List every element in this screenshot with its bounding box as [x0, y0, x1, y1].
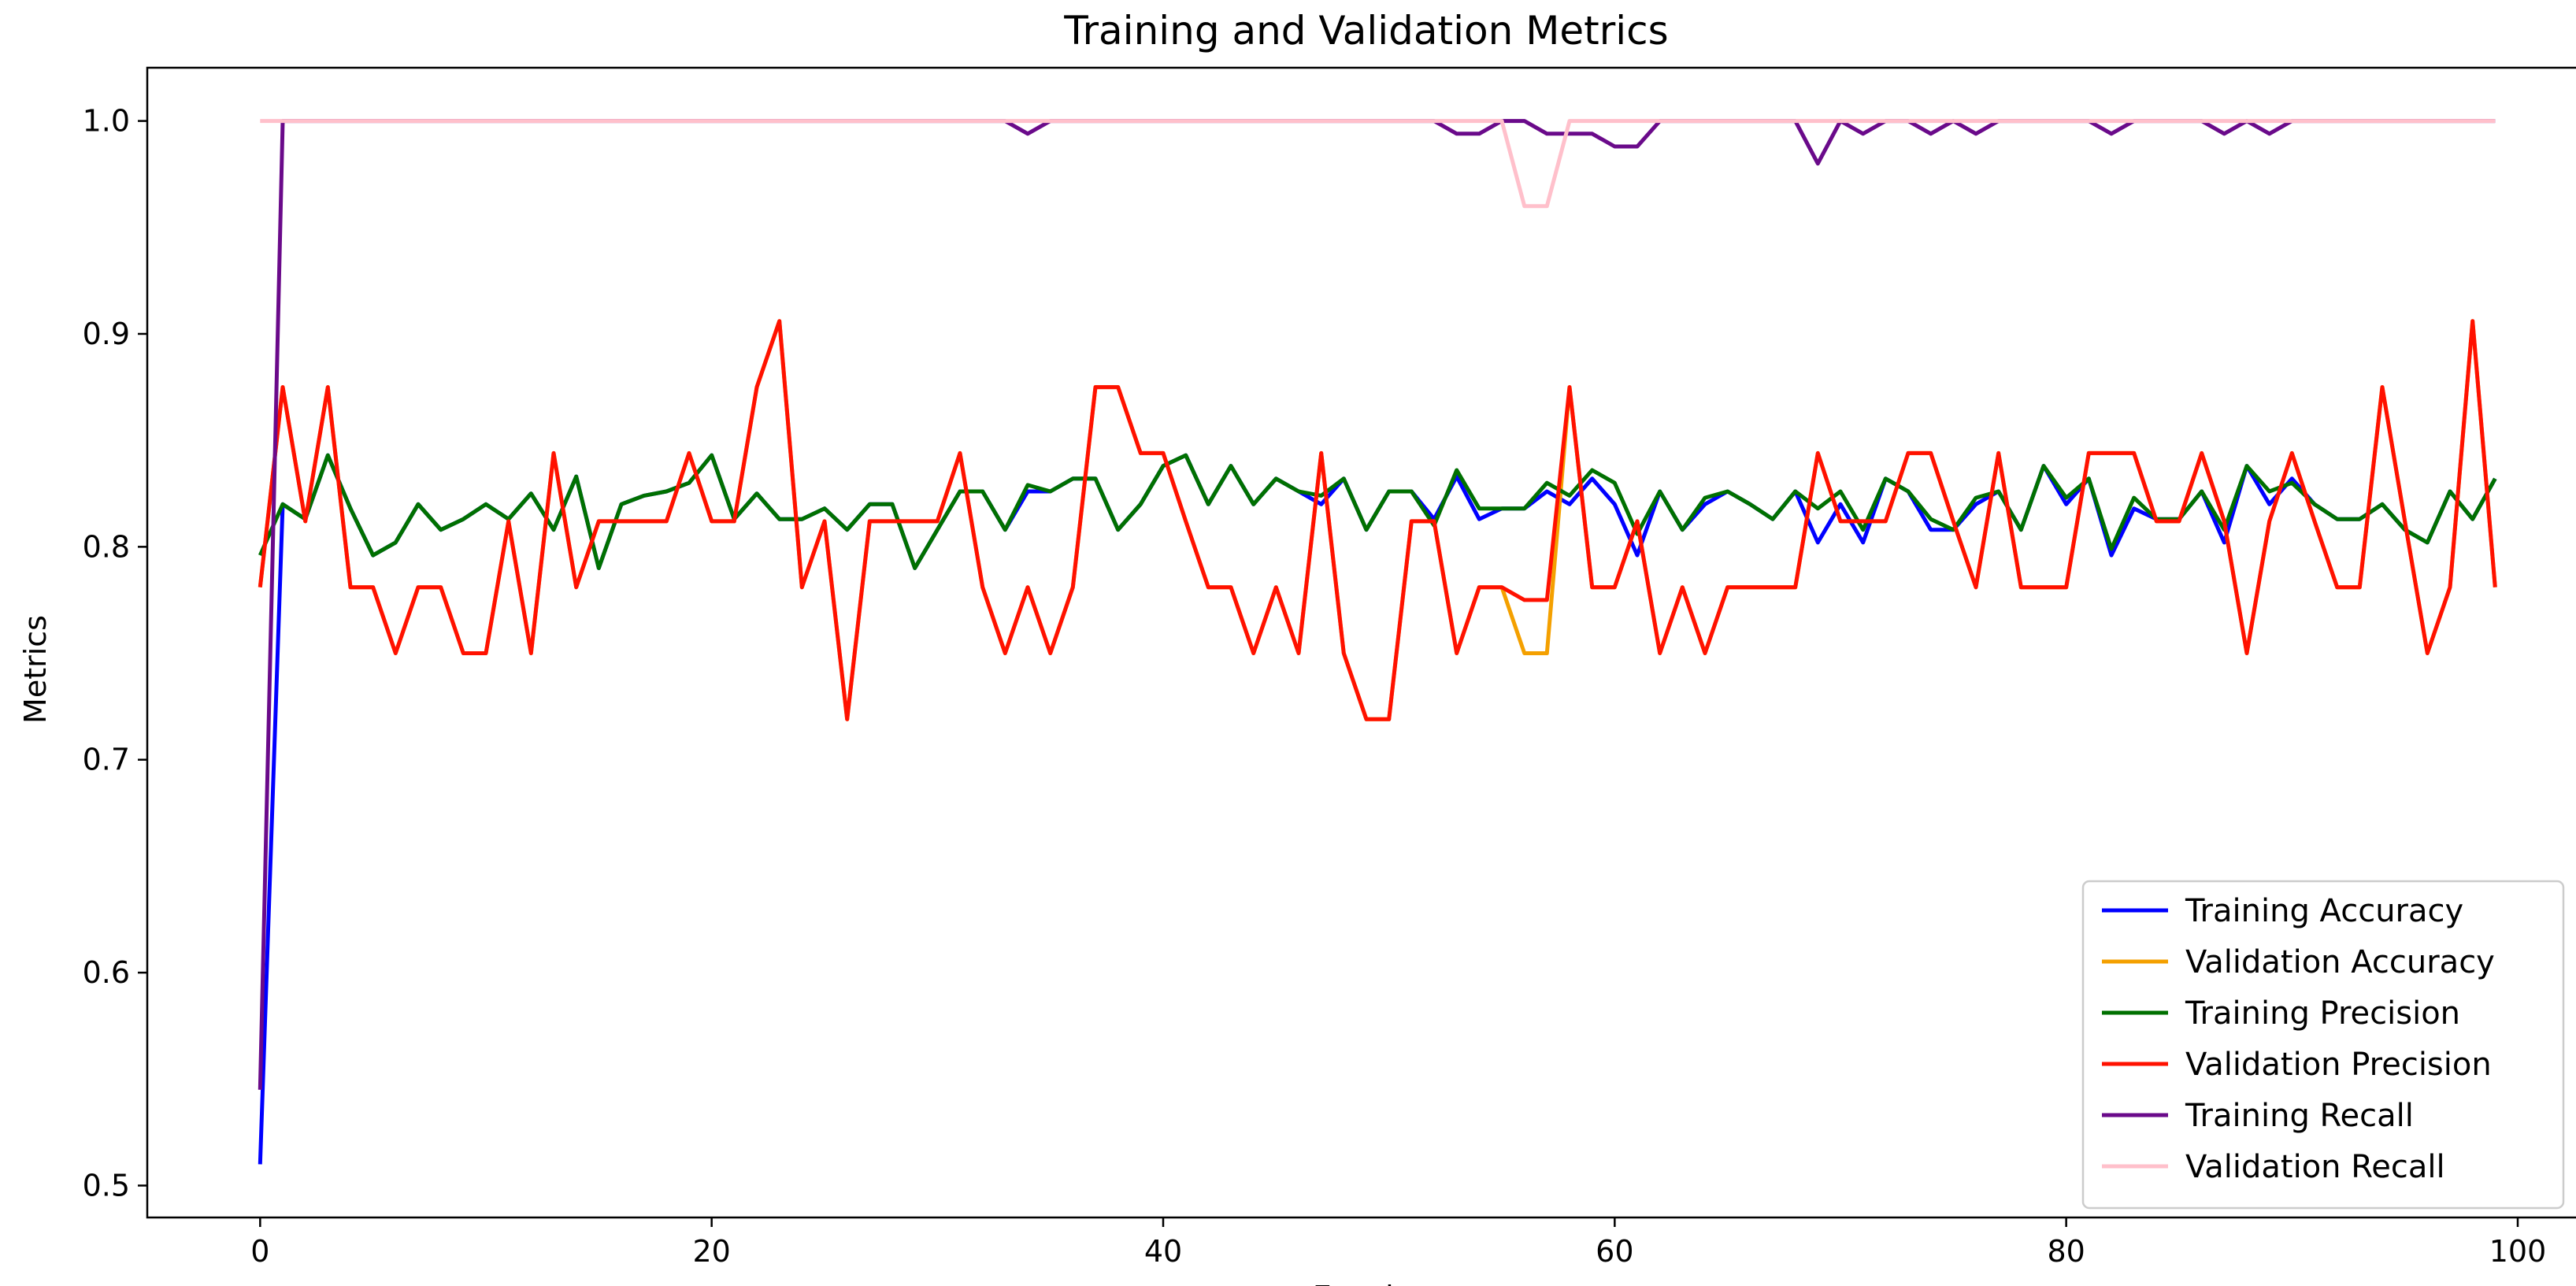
y-tick-label: 1.0: [83, 104, 130, 139]
legend-box: [2081, 880, 2565, 1210]
legend-label: Training Recall: [2185, 1098, 2414, 1134]
x-tick-label: 40: [1144, 1234, 1182, 1269]
legend: Training Accuracy Validation Accuracy Trai…: [2081, 880, 2565, 1210]
legend-label: Validation Recall: [2185, 1149, 2445, 1185]
plot-frame: [146, 66, 2576, 1219]
series-layer: [258, 119, 2497, 1165]
legend-label: Training Accuracy: [2185, 893, 2463, 929]
y-tick-label: 0.5: [83, 1168, 130, 1203]
x-tick-label: 100: [2489, 1234, 2547, 1269]
x-tick-label: 20: [692, 1234, 730, 1269]
series-line-validation-recall: [260, 119, 2496, 209]
series-line-training-precision: [258, 453, 2497, 570]
y-tick-label: 0.7: [83, 743, 130, 777]
legend-label: Validation Accuracy: [2185, 944, 2495, 980]
x-tick-label: 80: [2047, 1234, 2085, 1269]
chart-title: Training and Validation Metrics: [1063, 8, 1668, 54]
x-tick-label: 0: [250, 1234, 269, 1269]
ticks-layer: 0.5 0.6 0.7 0.8 0.9 1.0 0 20 40 60 80 100: [83, 104, 2547, 1269]
y-tick-label: 0.9: [83, 317, 130, 351]
x-axis-label: Epochs: [1313, 1280, 1420, 1286]
legend-label: Training Precision: [2185, 995, 2460, 1032]
x-tick-label: 60: [1596, 1234, 1633, 1269]
series-line-validation-precision: [258, 319, 2497, 721]
y-axis-label: Metrics: [18, 615, 53, 724]
y-tick-label: 0.6: [83, 955, 130, 990]
legend-label: Validation Precision: [2185, 1047, 2492, 1083]
y-tick-label: 0.8: [83, 529, 130, 564]
